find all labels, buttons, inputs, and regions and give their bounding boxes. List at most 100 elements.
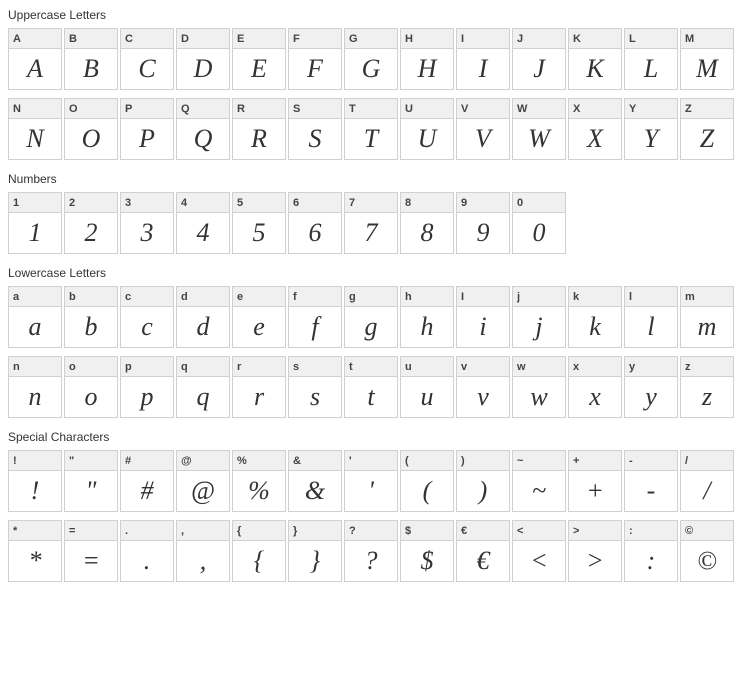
glyph-cell[interactable]: '' xyxy=(344,450,398,512)
glyph-cell[interactable]: MM xyxy=(680,28,734,90)
glyph-cell[interactable]: nn xyxy=(8,356,62,418)
glyph-cell[interactable]: mm xyxy=(680,286,734,348)
glyph-cell[interactable]: rr xyxy=(232,356,286,418)
glyph-cell[interactable]: ww xyxy=(512,356,566,418)
glyph-preview: = xyxy=(65,541,117,581)
glyph-cell[interactable]: xx xyxy=(568,356,622,418)
glyph-cell[interactable]: PP xyxy=(120,98,174,160)
glyph-cell[interactable]: 77 xyxy=(344,192,398,254)
glyph-cell[interactable]: @@ xyxy=(176,450,230,512)
glyph-cell[interactable]: ?? xyxy=(344,520,398,582)
glyph-cell[interactable]: AA xyxy=(8,28,62,90)
glyph-cell[interactable]: 11 xyxy=(8,192,62,254)
glyph-cell[interactable]: vv xyxy=(456,356,510,418)
glyph-cell[interactable]: jj xyxy=(512,286,566,348)
glyph-label: a xyxy=(9,287,61,307)
glyph-preview: J xyxy=(513,49,565,89)
glyph-cell[interactable]: UU xyxy=(400,98,454,160)
glyph-cell[interactable]: dd xyxy=(176,286,230,348)
glyph-cell[interactable]: ©© xyxy=(680,520,734,582)
glyph-cell[interactable]: NN xyxy=(8,98,62,160)
glyph-cell[interactable]: zz xyxy=(680,356,734,418)
glyph-preview: 3 xyxy=(121,213,173,253)
glyph-cell[interactable]: 99 xyxy=(456,192,510,254)
glyph-cell[interactable]: ## xyxy=(120,450,174,512)
glyph-cell[interactable]: 33 xyxy=(120,192,174,254)
glyph-cell[interactable]: QQ xyxy=(176,98,230,160)
glyph-cell[interactable]: WW xyxy=(512,98,566,160)
glyph-cell[interactable]: €€ xyxy=(456,520,510,582)
glyph-cell[interactable]: .. xyxy=(120,520,174,582)
glyph-cell[interactable]: yy xyxy=(624,356,678,418)
glyph-cell[interactable]: ++ xyxy=(568,450,622,512)
glyph-cell[interactable]: // xyxy=(680,450,734,512)
glyph-cell[interactable]: ZZ xyxy=(680,98,734,160)
glyph-cell[interactable]: LL xyxy=(624,28,678,90)
glyph-cell[interactable]: && xyxy=(288,450,342,512)
glyph-cell[interactable]: 44 xyxy=(176,192,230,254)
glyph-preview: X xyxy=(569,119,621,159)
glyph-cell[interactable]: pp xyxy=(120,356,174,418)
glyph-cell[interactable]: kk xyxy=(568,286,622,348)
glyph-cell[interactable]: oo xyxy=(64,356,118,418)
glyph-cell[interactable]: KK xyxy=(568,28,622,90)
glyph-cell[interactable]: JJ xyxy=(512,28,566,90)
glyph-cell[interactable]: DD xyxy=(176,28,230,90)
glyph-cell[interactable]: uu xyxy=(400,356,454,418)
glyph-cell[interactable]: OO xyxy=(64,98,118,160)
glyph-cell[interactable]: 22 xyxy=(64,192,118,254)
glyph-cell[interactable]: $$ xyxy=(400,520,454,582)
glyph-cell[interactable]: << xyxy=(512,520,566,582)
glyph-cell[interactable]: ,, xyxy=(176,520,230,582)
glyph-cell[interactable]: ff xyxy=(288,286,342,348)
glyph-cell[interactable]: Ii xyxy=(456,286,510,348)
glyph-cell[interactable]: YY xyxy=(624,98,678,160)
glyph-cell[interactable]: TT xyxy=(344,98,398,160)
glyph-cell[interactable]: !! xyxy=(8,450,62,512)
glyph-cell[interactable]: %% xyxy=(232,450,286,512)
glyph-cell[interactable]: XX xyxy=(568,98,622,160)
glyph-cell[interactable]: FF xyxy=(288,28,342,90)
glyph-cell[interactable]: qq xyxy=(176,356,230,418)
glyph-cell[interactable]: :: xyxy=(624,520,678,582)
glyph-cell[interactable]: {{ xyxy=(232,520,286,582)
glyph-cell[interactable]: tt xyxy=(344,356,398,418)
glyph-cell[interactable]: BB xyxy=(64,28,118,90)
glyph-cell[interactable]: }} xyxy=(288,520,342,582)
glyph-cell[interactable]: ~~ xyxy=(512,450,566,512)
glyph-cell[interactable]: >> xyxy=(568,520,622,582)
glyph-label: W xyxy=(513,99,565,119)
glyph-cell[interactable]: II xyxy=(456,28,510,90)
glyph-cell[interactable]: ss xyxy=(288,356,342,418)
glyph-cell[interactable]: 88 xyxy=(400,192,454,254)
glyph-cell[interactable]: aa xyxy=(8,286,62,348)
glyph-cell[interactable]: (( xyxy=(400,450,454,512)
glyph-cell[interactable]: CC xyxy=(120,28,174,90)
glyph-cell[interactable]: ** xyxy=(8,520,62,582)
glyph-cell[interactable]: cc xyxy=(120,286,174,348)
glyph-cell[interactable]: 66 xyxy=(288,192,342,254)
glyph-label: N xyxy=(9,99,61,119)
glyph-cell[interactable]: VV xyxy=(456,98,510,160)
glyph-preview: R xyxy=(233,119,285,159)
glyph-cell[interactable]: hh xyxy=(400,286,454,348)
glyph-grid: !!""##@@%%&&''(())~~++--// **==..,,{{}}??… xyxy=(8,450,740,582)
glyph-cell[interactable]: GG xyxy=(344,28,398,90)
glyph-cell[interactable]: RR xyxy=(232,98,286,160)
glyph-cell[interactable]: gg xyxy=(344,286,398,348)
glyph-cell[interactable]: ll xyxy=(624,286,678,348)
glyph-cell[interactable]: 55 xyxy=(232,192,286,254)
glyph-preview: h xyxy=(401,307,453,347)
glyph-cell[interactable]: -- xyxy=(624,450,678,512)
glyph-cell[interactable]: "" xyxy=(64,450,118,512)
glyph-cell[interactable]: bb xyxy=(64,286,118,348)
glyph-cell[interactable]: HH xyxy=(400,28,454,90)
glyph-cell[interactable]: )) xyxy=(456,450,510,512)
glyph-cell[interactable]: ee xyxy=(232,286,286,348)
glyph-label: j xyxy=(513,287,565,307)
glyph-cell[interactable]: 00 xyxy=(512,192,566,254)
glyph-cell[interactable]: SS xyxy=(288,98,342,160)
glyph-cell[interactable]: EE xyxy=(232,28,286,90)
glyph-cell[interactable]: == xyxy=(64,520,118,582)
glyph-preview: K xyxy=(569,49,621,89)
